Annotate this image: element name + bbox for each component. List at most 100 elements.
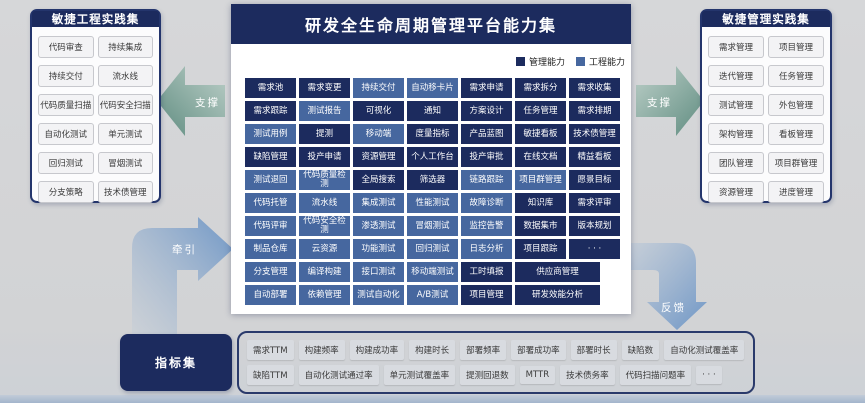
capability-cell: 日志分析 <box>461 239 512 259</box>
metric-pill: 部署成功率 <box>511 340 566 360</box>
practice-item: 持续集成 <box>97 36 153 58</box>
practice-item: 技术债管理 <box>97 181 153 203</box>
capability-cell: 产品蓝图 <box>461 124 512 144</box>
capability-cell: 项目群管理 <box>515 170 566 190</box>
capability-cell: 依赖管理 <box>299 285 350 305</box>
capability-cell: 自动部署 <box>245 285 296 305</box>
platform-capability-card: 研发全生命周期管理平台能力集 管理能力 工程能力 需求池 需求变更 持续交付 自动移卡… <box>231 4 631 314</box>
capability-cell: 敏捷看板 <box>515 124 566 144</box>
practice-item: 看板管理 <box>768 123 824 145</box>
practice-item: 回归测试 <box>38 152 94 174</box>
metrics-row-2: 缺陷TTM 自动化测试通过率 单元测试覆盖率 提测回退数 MTTR 技术债务率 代码扫描问题… <box>247 365 745 385</box>
capability-cell: · · · <box>569 239 620 259</box>
capability-cell: 代码安全检测 <box>299 216 350 236</box>
capability-cell: 项目管理 <box>461 285 512 305</box>
practice-item: 测试管理 <box>708 94 764 116</box>
metric-pill: 自动化测试覆盖率 <box>664 340 745 360</box>
capability-cell: 持续交付 <box>353 78 404 98</box>
capability-cell: 接口测试 <box>353 262 404 282</box>
capability-cell: 代码评审 <box>245 216 296 236</box>
feedback-arrow-label: 反馈 <box>661 301 686 314</box>
capability-cell: 数据集市 <box>515 216 566 236</box>
metric-pill: 提测回退数 <box>460 365 515 385</box>
capability-cell: 需求收集 <box>569 78 620 98</box>
platform-title: 研发全生命周期管理平台能力集 <box>231 4 631 44</box>
practice-item: 项目管理 <box>768 36 824 58</box>
capability-cell: 缺陷管理 <box>245 147 296 167</box>
capability-cell: 代码质量检测 <box>299 170 350 190</box>
pull-arrow: 牵引 <box>132 217 233 340</box>
support-arrow-right-label: 支撑 <box>647 96 672 109</box>
metric-pill: MTTR <box>519 366 556 384</box>
capability-cell: 监控告警 <box>461 216 512 236</box>
metric-pill: 部署时长 <box>570 340 617 360</box>
legend-swatch <box>515 57 525 66</box>
capability-cell: 资源管理 <box>353 147 404 167</box>
legend: 管理能力 工程能力 <box>515 55 625 68</box>
metrics-row-1: 需求TTM 构建频率 构建成功率 构建时长 部署频率 部署成功率 部署时长 缺陷数 自动化测试覆… <box>247 340 745 360</box>
engineering-practices-title: 敏捷工程实践集 <box>32 11 159 27</box>
capability-cell: 通知 <box>407 101 458 121</box>
practice-item: 迭代管理 <box>708 65 764 87</box>
capability-cell: 移动端测试 <box>407 262 458 282</box>
practice-item: 代码安全扫描 <box>97 94 153 116</box>
engineering-practices-list: 代码审查 持续集成 持续交付 流水线 代码质量扫描 代码安全扫描 自动化测试 单元测试 回归测试… <box>32 27 159 213</box>
support-arrow-left-label: 支撑 <box>195 96 220 109</box>
metric-pill: 缺陷数 <box>621 340 660 360</box>
capability-cell: 筛选器 <box>407 170 458 190</box>
metric-pill: 缺陷TTM <box>247 365 294 385</box>
metrics-set-box: 指标集 <box>120 334 232 391</box>
capability-cell: 提测 <box>299 124 350 144</box>
practice-item: 自动化测试 <box>38 123 94 145</box>
management-practices-panel: 敏捷管理实践集 需求管理 项目管理 迭代管理 任务管理 测试管理 外包管理 架构管理 看板管理… <box>700 9 832 203</box>
capability-cell: 版本规划 <box>569 216 620 236</box>
capability-cell: 集成测试 <box>353 193 404 213</box>
practice-item: 分支策略 <box>38 181 94 203</box>
practice-item: 进度管理 <box>768 181 824 203</box>
capability-cell: 知识库 <box>515 193 566 213</box>
capability-cell: 需求池 <box>245 78 296 98</box>
capability-cell: 需求变更 <box>299 78 350 98</box>
metric-pill: 单元测试覆盖率 <box>383 365 456 385</box>
capability-cell: 回归测试 <box>407 239 458 259</box>
metric-pill: 部署频率 <box>460 340 507 360</box>
capability-cell: 测试自动化 <box>353 285 404 305</box>
capability-cell: 技术债管理 <box>569 124 620 144</box>
capability-cell: 功能测试 <box>353 239 404 259</box>
practice-item: 任务管理 <box>768 65 824 87</box>
capability-cell: 投产申请 <box>299 147 350 167</box>
capability-cell: 制品仓库 <box>245 239 296 259</box>
capability-grid: 需求池 需求变更 持续交付 自动移卡片 需求申请 需求拆分 需求收集 需求跟踪 测试报告 可视化通… <box>245 78 620 305</box>
capability-cell: 工时填报 <box>461 262 512 282</box>
capability-cell: 任务管理 <box>515 101 566 121</box>
metric-pill: 需求TTM <box>247 340 294 360</box>
legend-label: 管理能力 <box>528 58 565 68</box>
practice-item: 架构管理 <box>708 123 764 145</box>
metric-pill: 自动化测试通过率 <box>298 365 379 385</box>
legend-entry: 管理能力 <box>515 55 565 68</box>
engineering-practices-panel: 敏捷工程实践集 代码审查 持续集成 持续交付 流水线 代码质量扫描 代码安全扫描 自动化测试… <box>30 9 161 203</box>
management-practices-title: 敏捷管理实践集 <box>702 11 830 27</box>
practice-item: 项目群管理 <box>768 152 824 174</box>
capability-cell: 愿景目标 <box>569 170 620 190</box>
capability-cell: 流水线 <box>299 193 350 213</box>
legend-entry: 工程能力 <box>575 55 625 68</box>
capability-cell: 需求跟踪 <box>245 101 296 121</box>
practice-item: 团队管理 <box>708 152 764 174</box>
practice-item: 流水线 <box>97 65 153 87</box>
legend-swatch <box>575 57 585 66</box>
capability-cell: 云资源 <box>299 239 350 259</box>
capability-cell: 个人工作台 <box>407 147 458 167</box>
metric-pill: 构建成功率 <box>349 340 405 360</box>
capability-cell: 测试用例 <box>245 124 296 144</box>
management-practices-list: 需求管理 项目管理 迭代管理 任务管理 测试管理 外包管理 架构管理 看板管理 团队管理 项目群管… <box>702 27 830 213</box>
practice-item: 需求管理 <box>708 36 764 58</box>
capability-cell: 冒烟测试 <box>407 216 458 236</box>
capability-cell: 供应商管理 <box>515 262 600 282</box>
capability-cell: 渗透测试 <box>353 216 404 236</box>
capability-cell: 需求申请 <box>461 78 512 98</box>
legend-label: 工程能力 <box>588 58 625 68</box>
metric-pill: 构建时长 <box>409 340 456 360</box>
support-arrow-right: 支撑 <box>636 66 704 136</box>
practice-item: 外包管理 <box>768 94 824 116</box>
